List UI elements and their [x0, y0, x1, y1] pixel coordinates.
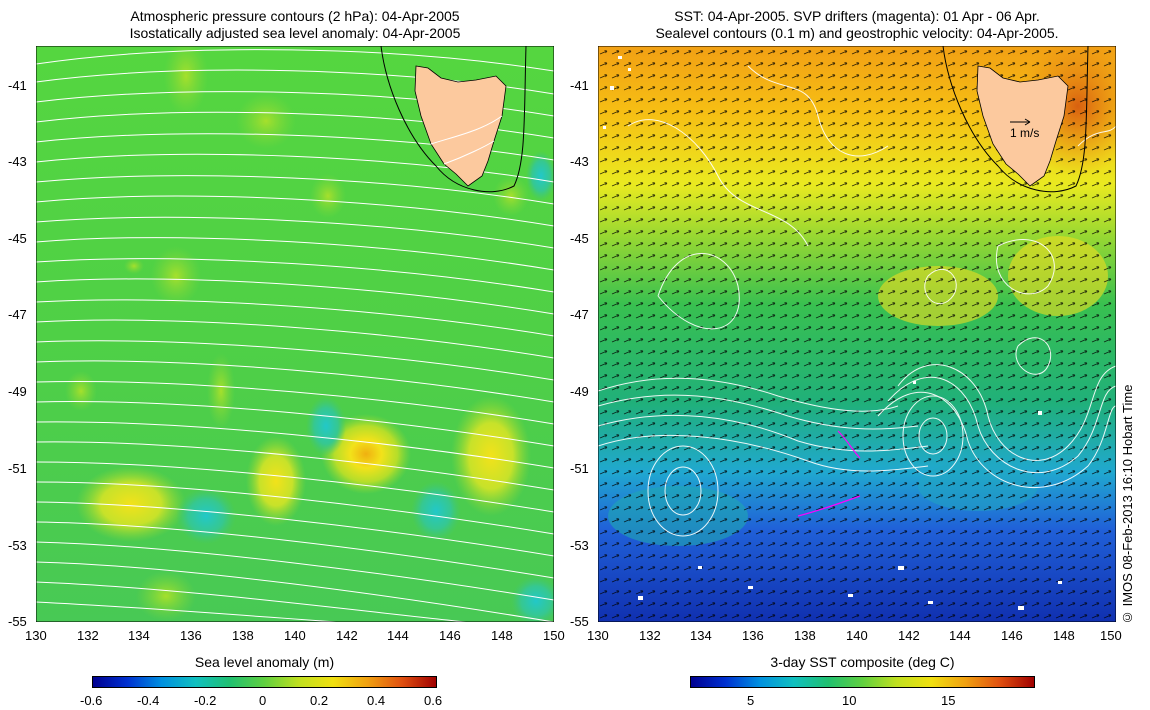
right-y-tick: -49 [570, 384, 589, 399]
right-colorbar-tick: 5 [747, 693, 755, 708]
right-colorbar-tick: 15 [941, 693, 956, 708]
right-x-tick: 140 [846, 628, 868, 643]
left-y-tick: -53 [8, 538, 27, 553]
right-x-tick: 136 [742, 628, 764, 643]
right-x-tick: 146 [1001, 628, 1023, 643]
right-y-tick: -51 [570, 461, 589, 476]
left-y-tick: -41 [8, 78, 27, 93]
right-x-tick: 138 [794, 628, 816, 643]
left-y-tick: -47 [8, 307, 27, 322]
left-colorbar-tick: -0.2 [194, 693, 217, 708]
tasmania-land [414, 65, 507, 187]
right-colorbar-title: 3-day SST composite (deg C) [770, 654, 955, 670]
tasmania-land [976, 65, 1069, 187]
right-x-tick: 148 [1053, 628, 1075, 643]
right-y-tick: -43 [570, 154, 589, 169]
left-y-tick: -55 [8, 614, 27, 629]
right-y-tick: -45 [570, 231, 589, 246]
land-contours [430, 115, 503, 165]
left-x-tick: 146 [439, 628, 461, 643]
credit-text: © IMOS 08-Feb-2013 16:10 Hobart Time [1120, 384, 1135, 625]
left-colorbar-tick: 0.2 [310, 693, 329, 708]
right-x-tick: 130 [587, 628, 609, 643]
scale-arrow: 1 m/s [1010, 118, 1039, 140]
left-x-tick: 150 [543, 628, 565, 643]
right-title-line1: SST: 04-Apr-2005. SVP drifters (magenta)… [674, 8, 1040, 24]
left-y-tick: -51 [8, 461, 27, 476]
right-x-tick: 134 [690, 628, 712, 643]
right-y-tick: -41 [570, 78, 589, 93]
left-colorbar-tick: 0.4 [367, 693, 386, 708]
left-x-tick: 132 [77, 628, 99, 643]
left-y-tick: -49 [8, 384, 27, 399]
left-y-tick: -43 [8, 154, 27, 169]
left-y-tick: -45 [8, 231, 27, 246]
right-y-tick: -53 [570, 538, 589, 553]
right-x-tick: 132 [639, 628, 661, 643]
right-x-tick: 142 [898, 628, 920, 643]
svp-drifter-tracks [797, 430, 861, 517]
left-colorbar-tick: -0.4 [137, 693, 160, 708]
left-colorbar-tick: 0 [259, 693, 267, 708]
left-x-tick: 138 [232, 628, 254, 643]
left-x-tick: 136 [180, 628, 202, 643]
anomaly-features [65, 46, 554, 622]
shelf-contour [380, 46, 527, 193]
left-title-line2: Isostatically adjusted sea level anomaly… [129, 25, 461, 41]
right-y-tick: -47 [570, 307, 589, 322]
sst-map: 1 m/s [598, 46, 1116, 622]
left-colorbar-title: Sea level anomaly (m) [194, 654, 335, 670]
right-x-tick: 144 [949, 628, 971, 643]
left-colorbar-tick: -0.6 [80, 693, 103, 708]
right-title-line2: Sealevel contours (0.1 m) and geostrophi… [655, 25, 1059, 41]
left-title: Atmospheric pressure contours (2 hPa): 0… [36, 8, 554, 42]
right-colorbar-tick: 10 [842, 693, 857, 708]
left-x-tick: 148 [491, 628, 513, 643]
left-colorbar [92, 676, 437, 688]
sea-level-contours [598, 65, 1116, 537]
right-y-tick: -55 [570, 614, 589, 629]
right-colorbar [690, 676, 1035, 688]
scale-arrow-label: 1 m/s [1010, 126, 1039, 140]
left-x-tick: 142 [336, 628, 358, 643]
left-x-tick: 140 [284, 628, 306, 643]
right-x-tick: 150 [1100, 628, 1122, 643]
left-x-tick: 130 [25, 628, 47, 643]
right-title: SST: 04-Apr-2005. SVP drifters (magenta)… [598, 8, 1116, 42]
left-colorbar-tick: 0.6 [424, 693, 443, 708]
left-x-tick: 134 [128, 628, 150, 643]
shelf-contour [942, 46, 1089, 193]
left-x-tick: 144 [387, 628, 409, 643]
cloud-mask [603, 56, 1062, 610]
sea-level-anomaly-map [36, 46, 554, 622]
left-title-line1: Atmospheric pressure contours (2 hPa): 0… [130, 8, 460, 24]
